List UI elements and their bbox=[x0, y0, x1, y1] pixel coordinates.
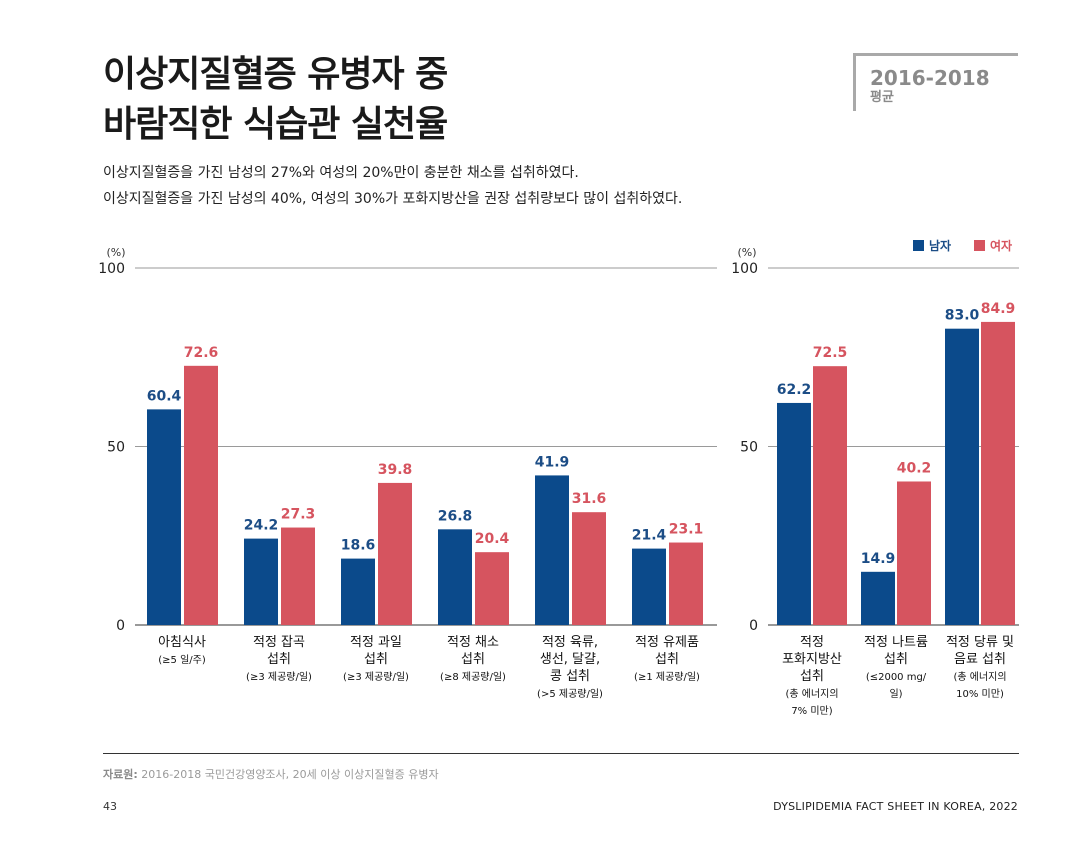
period-sub-label: 평균 bbox=[870, 90, 894, 105]
chart-0-bar bbox=[572, 512, 606, 625]
chart-1-category-label: 섭취 bbox=[884, 652, 908, 667]
chart-0-tick-label: 50 bbox=[107, 440, 125, 456]
chart-1-category-label: 적정 당류 및 bbox=[946, 635, 1014, 650]
charts-svg: 남자 여자 (%) 0 50 100 60.4 24.2 18.6 26.8 41.9 21.4 7… bbox=[98, 238, 1019, 717]
chart-1-bar bbox=[981, 321, 1015, 625]
chart-0-category-label: 적정 유제품 bbox=[635, 635, 699, 650]
chart-0-bar bbox=[244, 538, 278, 625]
chart-0-data-label: 26.8 bbox=[438, 508, 473, 524]
chart-1-category-label: 적정 bbox=[800, 635, 824, 650]
chart-0-data-label: 72.6 bbox=[184, 345, 219, 361]
chart-0-data-label: 27.3 bbox=[281, 507, 316, 523]
chart-1-bar bbox=[897, 481, 931, 625]
period-label: 2016-2018 bbox=[870, 66, 990, 90]
summary-line-2: 이상지질혈증을 가진 남성의 40%, 여성의 30%가 포화지방산을 권장 섭… bbox=[103, 191, 683, 207]
chart-1-data-label: 84.9 bbox=[981, 301, 1016, 317]
title-line-1: 이상지질혈증 유병자 중 bbox=[103, 54, 448, 95]
chart-0-bar bbox=[535, 475, 569, 625]
chart-0-tick-label: 0 bbox=[116, 618, 125, 634]
summary-text: 이상지질혈증을 가진 남성의 27%와 여성의 20%만이 충분한 채소를 섭취… bbox=[103, 160, 682, 212]
chart-0-data-label: 39.8 bbox=[378, 462, 413, 478]
legend-women-label: 여자 bbox=[990, 238, 1012, 253]
chart-1-category-label: (총 에너지의 bbox=[953, 671, 1006, 683]
chart-0-category-label: 적정 과일 bbox=[350, 635, 402, 650]
chart-0-category-label: 섭취 bbox=[655, 652, 679, 667]
source-note: 자료원: 2016-2018 국민건강영양조사, 20세 이상 이상지질혈증 유… bbox=[103, 766, 439, 782]
chart-0-data-label: 18.6 bbox=[341, 538, 376, 554]
chart-1-bar bbox=[861, 571, 895, 625]
chart-0-ylabel: (%) bbox=[106, 246, 125, 259]
chart-0-data-label: 21.4 bbox=[632, 528, 667, 544]
chart-0-category-label: 콩 섭취 bbox=[550, 669, 590, 684]
chart-0-bar bbox=[147, 409, 181, 625]
chart-0-bar bbox=[438, 529, 472, 625]
chart-0-data-label: 24.2 bbox=[244, 518, 279, 534]
chart-0-category-label: 적정 육류, bbox=[542, 635, 598, 650]
chart-0-category-label: (≥5 일/주) bbox=[158, 654, 206, 666]
chart-1-category-label: (≤2000 mg/ bbox=[866, 672, 927, 683]
chart-0-category-label: (≥3 제공량/일) bbox=[343, 671, 409, 683]
chart-0-data-label: 20.4 bbox=[475, 531, 510, 547]
chart-0-data-label: 60.4 bbox=[147, 388, 182, 404]
chart-0-category-label: 적정 채소 bbox=[447, 635, 499, 650]
chart-1-category-label: 섭취 bbox=[800, 669, 824, 684]
chart-1-ylabel: (%) bbox=[737, 246, 756, 259]
chart-legend: 남자 여자 bbox=[913, 238, 1012, 253]
chart-0-data-label: 23.1 bbox=[669, 522, 704, 538]
chart-0-category-label: (≥1 제공량/일) bbox=[634, 671, 700, 683]
publication-title: DYSLIPIDEMIA FACT SHEET IN KOREA, 2022 bbox=[773, 800, 1018, 813]
chart-1-bar bbox=[945, 328, 979, 625]
source-text: 2016-2018 국민건강영양조사, 20세 이상 이상지질혈증 유병자 bbox=[137, 768, 439, 781]
chart-0-category-label: 생선, 달걀, bbox=[540, 652, 600, 667]
chart-1-bar bbox=[813, 366, 847, 625]
chart-0-category-label: (≥3 제공량/일) bbox=[246, 671, 312, 683]
chart-1-data-label: 62.2 bbox=[777, 382, 812, 398]
chart-1-bar bbox=[777, 402, 811, 625]
chart-1-data-label: 14.9 bbox=[861, 551, 896, 567]
chart-1-tick-label: 0 bbox=[749, 618, 758, 634]
chart-1-category-label: 7% 미만) bbox=[791, 705, 832, 717]
chart-0-category-label: 섭취 bbox=[461, 652, 485, 667]
chart-0-bar bbox=[632, 548, 666, 625]
chart-1-category-label: 일) bbox=[889, 688, 902, 700]
source-label: 자료원: bbox=[103, 768, 138, 781]
legend-women-swatch bbox=[974, 240, 985, 251]
chart-0-data-label: 31.6 bbox=[572, 491, 607, 507]
chart-0-category-label: 적정 잡곡 bbox=[253, 635, 305, 650]
chart-0-category-label: (≥8 제공량/일) bbox=[440, 671, 506, 683]
summary-line-1: 이상지질혈증을 가진 남성의 27%와 여성의 20%만이 충분한 채소를 섭취… bbox=[103, 165, 579, 181]
chart-1-category-label: 적정 나트륨 bbox=[864, 635, 928, 650]
chart-1-category-label: 포화지방산 bbox=[782, 652, 842, 667]
chart-0-bar bbox=[475, 552, 509, 625]
chart-0-bar bbox=[341, 558, 375, 625]
chart-0-bar bbox=[184, 365, 218, 625]
chart-0-bar bbox=[378, 482, 412, 625]
chart-1-tick-label: 50 bbox=[740, 440, 758, 456]
chart-1-category-label: (총 에너지의 bbox=[785, 688, 838, 700]
chart-0-category-label: (>5 제공량/일) bbox=[537, 688, 603, 700]
chart-0-category-label: 섭취 bbox=[267, 652, 291, 667]
chart-0-bar bbox=[669, 542, 703, 625]
chart-0-category-label: 아침식사 bbox=[158, 635, 206, 650]
chart-0-bar bbox=[281, 527, 315, 625]
chart-0-tick-label: 100 bbox=[98, 261, 125, 277]
chart-1-category-label: 10% 미만) bbox=[956, 688, 1004, 700]
chart-1-category-label: 음료 섭취 bbox=[954, 652, 1006, 667]
chart-0-category-label: 섭취 bbox=[364, 652, 388, 667]
footer-divider bbox=[103, 753, 1019, 754]
page-number: 43 bbox=[103, 800, 117, 813]
chart-0-data-label: 41.9 bbox=[535, 454, 570, 470]
title-line-2: 바람직한 식습관 실천율 bbox=[103, 104, 448, 145]
chart-1-tick-label: 100 bbox=[731, 261, 758, 277]
period-badge: 2016-2018 평균 bbox=[853, 53, 1018, 111]
page-title: 이상지질혈증 유병자 중 바람직한 식습관 실천율 bbox=[103, 50, 448, 150]
legend-men-label: 남자 bbox=[929, 238, 951, 253]
chart-1-data-label: 40.2 bbox=[897, 460, 932, 476]
chart-1-data-label: 72.5 bbox=[813, 345, 848, 361]
chart-1-data-label: 83.0 bbox=[945, 308, 980, 324]
legend-men-swatch bbox=[913, 240, 924, 251]
